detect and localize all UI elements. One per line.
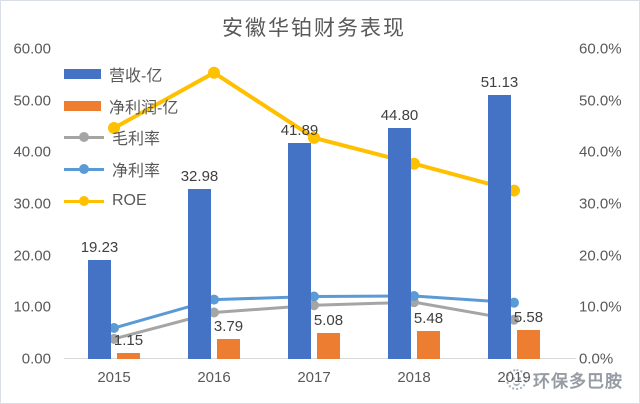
legend-item-gross-margin: 毛利率 <box>64 127 161 149</box>
net-profit-bar <box>417 330 440 359</box>
right-axis-tick: 30.0% <box>579 195 622 213</box>
watermark-text: 环保多巴胺 <box>533 371 623 391</box>
net-profit-bar <box>317 332 340 359</box>
left-axis-tick: 0.00 <box>21 350 51 368</box>
legend-line-swatch <box>64 195 104 207</box>
legend-line-swatch <box>64 163 104 175</box>
revenue-bar <box>388 127 411 359</box>
legend-item-net-margin: 净利率 <box>64 159 161 181</box>
chart-title: 安徽华铂财务表现 <box>222 17 406 40</box>
legend-label: ROE <box>112 191 147 209</box>
left-axis-tick: 60.00 <box>13 40 51 58</box>
legend-item-roe: ROE <box>64 191 147 211</box>
watermark: 环保多巴胺 <box>506 365 638 393</box>
left-axis-tick: 40.00 <box>13 143 51 161</box>
revenue-data-label: 41.89 <box>280 121 319 139</box>
legend-label: 营收-亿 <box>109 68 163 85</box>
legend-line-swatch <box>64 131 104 143</box>
legend-bar-swatch <box>64 100 101 111</box>
x-axis-category-label: 2016 <box>197 369 231 386</box>
net-profit-data-label: 5.08 <box>313 311 344 329</box>
net-profit-bar <box>217 339 240 359</box>
line-marker <box>208 66 220 79</box>
net-profit-data-label: 5.48 <box>413 309 444 327</box>
x-axis-category-label: 2015 <box>97 369 131 386</box>
legend-item-net-profit: 净利润-亿 <box>64 96 179 117</box>
revenue-bar <box>88 259 111 359</box>
revenue-bar <box>288 142 311 359</box>
right-axis-tick: 60.0% <box>579 40 622 58</box>
revenue-bar <box>188 188 211 359</box>
left-axis-tick: 50.00 <box>13 92 51 110</box>
right-axis-tick: 50.0% <box>579 92 622 110</box>
net-profit-data-label: 3.79 <box>213 318 244 336</box>
legend-label: 毛利率 <box>112 131 161 149</box>
x-axis-category-label: 2019 <box>497 369 531 386</box>
left-axis-tick: 30.00 <box>13 195 51 213</box>
x-axis-category-label: 2018 <box>397 369 431 386</box>
revenue-bar <box>488 94 511 359</box>
net-profit-bar <box>117 353 140 359</box>
x-axis-category-label: 2017 <box>297 369 331 386</box>
revenue-data-label: 44.80 <box>380 106 419 124</box>
right-axis-tick: 0.0% <box>579 350 614 368</box>
revenue-data-label: 19.23 <box>80 238 119 256</box>
right-axis-tick: 10.0% <box>579 298 622 316</box>
revenue-data-label: 51.13 <box>480 73 519 91</box>
legend-bar-swatch <box>64 69 101 79</box>
revenue-data-label: 32.98 <box>180 167 219 185</box>
net-profit-data-label: 5.58 <box>513 309 544 327</box>
right-axis-tick: 40.0% <box>579 143 622 161</box>
legend-item-revenue: 营收-亿 <box>64 64 163 85</box>
left-axis-tick: 20.00 <box>13 247 51 265</box>
net-profit-data-label: 1.15 <box>113 332 144 350</box>
left-axis-tick: 10.00 <box>13 298 51 316</box>
right-axis-tick: 20.0% <box>579 247 622 265</box>
net-profit-bar <box>517 330 540 359</box>
legend-label: 净利润-亿 <box>109 99 179 117</box>
legend-label: 净利率 <box>112 163 161 181</box>
watermark-smiley-icon <box>506 368 527 390</box>
